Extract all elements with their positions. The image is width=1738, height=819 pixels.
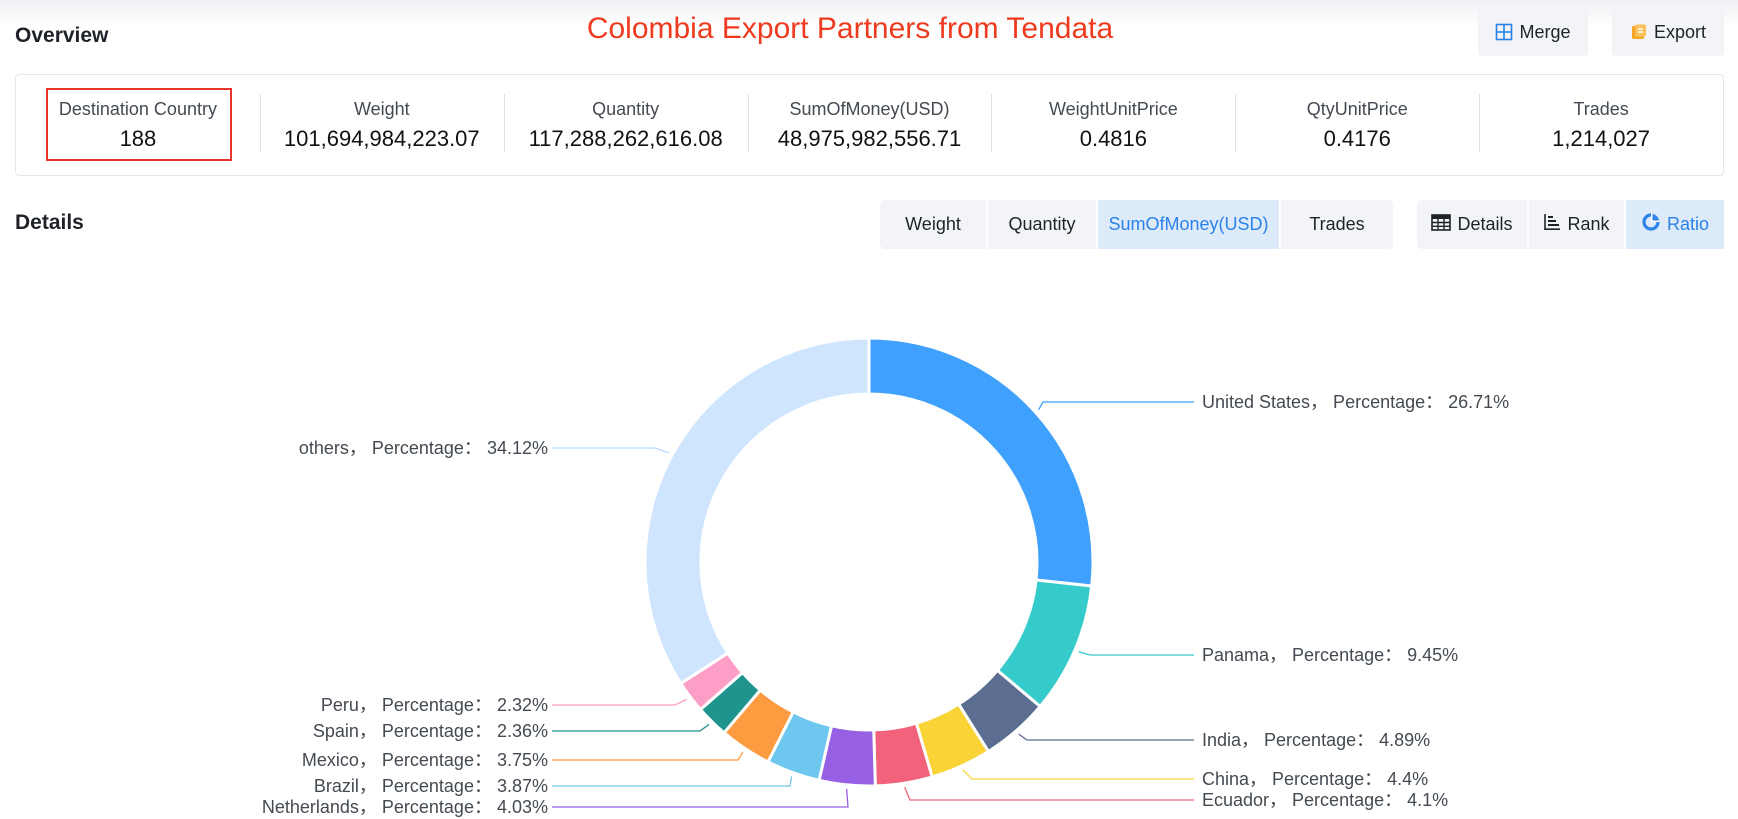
slice-label-spain: Spain， Percentage： 2.36% xyxy=(313,721,548,741)
stat-value: 48,975,982,556.71 xyxy=(777,125,962,151)
leader-line-netherlands xyxy=(552,788,849,808)
stat-value: 0.4816 xyxy=(1079,125,1148,151)
stat-label: Quantity xyxy=(592,98,660,119)
ratio-icon xyxy=(1641,212,1661,237)
slice-label-netherlands: Netherlands， Percentage： 4.03% xyxy=(262,797,548,817)
metric-tabs: Weight Quantity SumOfMoney(USD) Trades xyxy=(880,200,1393,249)
top-shade xyxy=(0,0,1738,26)
tab-ratio-label: Ratio xyxy=(1666,214,1710,234)
rank-icon xyxy=(1543,213,1561,236)
tab-rank[interactable]: Rank xyxy=(1529,200,1626,249)
stat-trades[interactable]: Trades 1,214,027 xyxy=(1479,75,1723,175)
tab-details-label: Details xyxy=(1457,214,1513,234)
slice-others[interactable] xyxy=(643,336,871,686)
leader-line-peru xyxy=(552,698,688,706)
leader-line-united-states xyxy=(1038,401,1194,410)
stat-weight[interactable]: Weight 101,694,984,223.07 xyxy=(259,75,504,175)
merge-button[interactable]: Merge xyxy=(1478,8,1588,56)
overview-stats: Destination Country 188 Weight 101,694,9… xyxy=(15,74,1724,176)
stat-label: Weight xyxy=(353,98,410,119)
leader-line-panama xyxy=(1078,651,1194,656)
stat-qty-unit-price[interactable]: QtyUnitPrice 0.4176 xyxy=(1235,75,1479,175)
slice-label-mexico: Mexico， Percentage： 3.75% xyxy=(302,750,548,770)
tab-details[interactable]: Details xyxy=(1417,200,1529,249)
leader-line-india xyxy=(1018,733,1194,741)
export-label: Export xyxy=(1653,21,1707,42)
details-title: Details xyxy=(15,211,84,234)
leader-line-others xyxy=(552,447,670,454)
slice-label-united-states: United States， Percentage： 26.71% xyxy=(1202,392,1509,412)
leader-line-brazil xyxy=(552,776,793,787)
tab-rank-label: Rank xyxy=(1567,214,1610,234)
slice-label-china: China， Percentage： 4.4% xyxy=(1202,769,1428,789)
tab-ratio[interactable]: Ratio xyxy=(1626,200,1724,249)
stat-sum-of-money[interactable]: SumOfMoney(USD) 48,975,982,556.71 xyxy=(747,75,992,175)
tab-sum-of-money[interactable]: SumOfMoney(USD) xyxy=(1098,200,1281,249)
slice-label-panama: Panama， Percentage： 9.45% xyxy=(1202,645,1458,665)
slice-label-others: others， Percentage： 34.12% xyxy=(299,438,548,458)
stat-value: 101,694,984,223.07 xyxy=(283,125,480,151)
stat-label: WeightUnitPrice xyxy=(1049,98,1178,119)
slice-label-india: India， Percentage： 4.89% xyxy=(1202,730,1430,750)
export-button[interactable]: Export xyxy=(1612,8,1724,56)
tab-quantity[interactable]: Quantity xyxy=(988,200,1098,249)
slice-label-ecuador: Ecuador， Percentage： 4.1% xyxy=(1202,790,1448,810)
leader-line-mexico xyxy=(552,751,744,761)
slice-label-brazil: Brazil， Percentage： 3.87% xyxy=(314,776,548,796)
overview-title: Overview xyxy=(15,24,109,47)
leader-line-ecuador xyxy=(904,786,1194,801)
stat-value: 0.4176 xyxy=(1323,125,1391,151)
tab-trades[interactable]: Trades xyxy=(1309,214,1365,234)
stat-label: SumOfMoney(USD) xyxy=(789,98,950,119)
stat-destination-country[interactable]: Destination Country 188 xyxy=(16,75,260,175)
stat-value: 1,214,027 xyxy=(1552,125,1651,151)
slice-united-states[interactable] xyxy=(867,336,1095,588)
tab-weight[interactable]: Weight xyxy=(880,200,988,249)
stat-quantity[interactable]: Quantity 117,288,262,616.08 xyxy=(503,75,748,175)
merge-icon xyxy=(1495,23,1513,41)
table-icon xyxy=(1431,213,1452,236)
view-tabs: Details Rank Ratio xyxy=(1417,200,1724,249)
slice-label-peru: Peru， Percentage： 2.32% xyxy=(321,695,548,715)
leader-line-spain xyxy=(552,723,710,732)
ratio-donut-chart: United States， Percentage： 26.71% Panama，… xyxy=(262,336,1509,817)
stat-label: Trades xyxy=(1573,98,1629,119)
stat-label: Destination Country xyxy=(58,98,217,119)
leader-line-china xyxy=(962,769,1194,780)
merge-label: Merge xyxy=(1519,21,1571,42)
stat-weight-unit-price[interactable]: WeightUnitPrice 0.4816 xyxy=(991,75,1235,175)
stat-value: 188 xyxy=(119,125,157,151)
stat-value: 117,288,262,616.08 xyxy=(528,125,723,151)
export-icon xyxy=(1630,23,1648,41)
stat-label: QtyUnitPrice xyxy=(1306,98,1408,119)
